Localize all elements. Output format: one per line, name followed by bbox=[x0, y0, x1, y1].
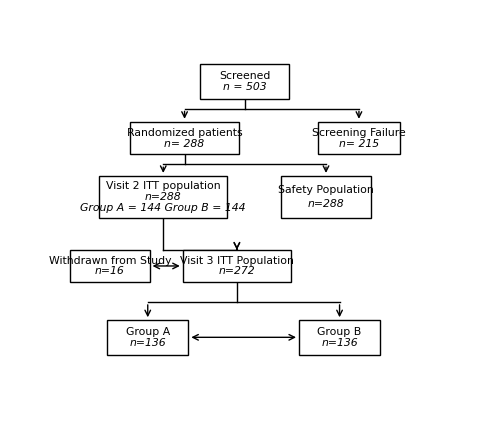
Text: n=272: n=272 bbox=[218, 266, 255, 276]
Text: Withdrawn from Study: Withdrawn from Study bbox=[48, 256, 171, 265]
Text: n=288: n=288 bbox=[308, 199, 344, 209]
FancyBboxPatch shape bbox=[130, 122, 239, 155]
FancyBboxPatch shape bbox=[318, 122, 400, 155]
Text: Screened: Screened bbox=[219, 71, 270, 81]
Text: Group A = 144 Group B = 144: Group A = 144 Group B = 144 bbox=[80, 203, 246, 213]
Text: Visit 2 ITT population: Visit 2 ITT population bbox=[106, 181, 220, 191]
Text: Safety Population: Safety Population bbox=[278, 185, 374, 195]
FancyBboxPatch shape bbox=[107, 320, 188, 354]
FancyBboxPatch shape bbox=[282, 176, 370, 219]
Text: n=16: n=16 bbox=[95, 266, 125, 276]
Text: n = 503: n = 503 bbox=[223, 82, 266, 92]
FancyBboxPatch shape bbox=[200, 64, 289, 99]
Text: Visit 3 ITT Population: Visit 3 ITT Population bbox=[180, 256, 294, 265]
FancyBboxPatch shape bbox=[299, 320, 380, 354]
Text: Screening Failure: Screening Failure bbox=[312, 127, 406, 138]
Text: Group A: Group A bbox=[126, 327, 170, 337]
FancyBboxPatch shape bbox=[100, 176, 227, 219]
Text: Group B: Group B bbox=[318, 327, 362, 337]
FancyBboxPatch shape bbox=[182, 250, 291, 282]
Text: n=136: n=136 bbox=[321, 338, 358, 348]
FancyBboxPatch shape bbox=[70, 250, 150, 282]
Text: n= 215: n= 215 bbox=[339, 138, 379, 149]
Text: n=136: n=136 bbox=[130, 338, 166, 348]
Text: n= 288: n= 288 bbox=[164, 138, 204, 149]
Text: n=288: n=288 bbox=[145, 192, 182, 202]
Text: Randomized patients: Randomized patients bbox=[127, 127, 242, 138]
